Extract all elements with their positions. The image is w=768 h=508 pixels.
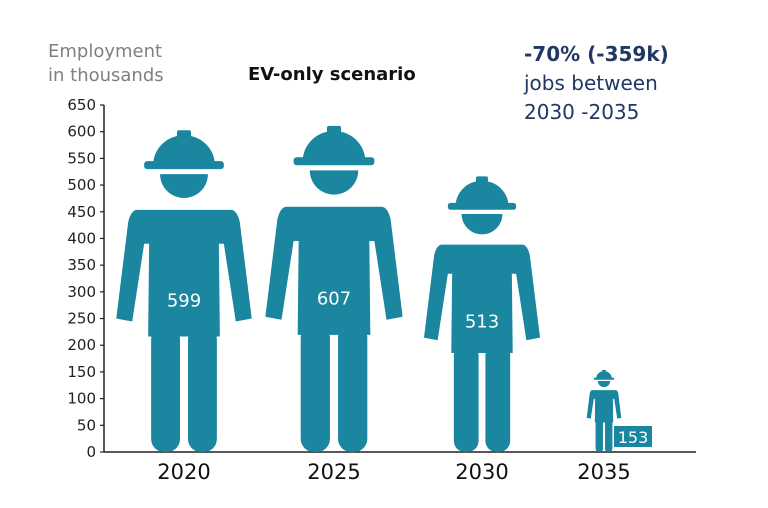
data-label-box <box>614 426 652 447</box>
y-axis-label: Employment in thousands <box>48 40 178 88</box>
worker-with-hard-hat-icon <box>586 369 622 452</box>
change-annotation: -70% (-359k) jobs between 2030 -2035 <box>524 40 744 127</box>
data-label: 599 <box>167 291 201 312</box>
annotation-highlight: -70% (-359k) <box>524 42 669 66</box>
hard-hat-brim <box>447 202 517 210</box>
y-tick-label: 400 <box>67 229 96 247</box>
hard-hat <box>596 371 612 379</box>
y-tick-label: 250 <box>67 310 96 328</box>
worker-torso <box>265 206 403 335</box>
worker-face <box>309 170 359 195</box>
worker-right-leg <box>338 324 368 452</box>
worker-torso <box>116 209 252 337</box>
worker-with-hard-hat-icon <box>423 176 541 452</box>
hard-hat-brim <box>293 157 375 166</box>
x-tick-label: 2030 <box>455 460 508 484</box>
y-tick-label: 350 <box>67 256 96 274</box>
chart-title: EV-only scenario <box>248 64 416 85</box>
y-tick-label: 650 <box>67 96 96 114</box>
hard-hat-button <box>326 125 342 141</box>
hard-hat-button <box>602 369 606 374</box>
worker-with-hard-hat-icon <box>116 130 252 452</box>
worker-face <box>597 381 611 388</box>
y-tick-label: 550 <box>67 149 96 167</box>
data-label: 513 <box>465 311 499 332</box>
hard-hat-brim <box>593 377 615 380</box>
worker-torso <box>423 244 541 354</box>
hard-hat-button <box>177 130 191 145</box>
worker-right-leg <box>605 419 613 452</box>
y-tick-label: 600 <box>67 123 96 141</box>
y-tick-label: 100 <box>67 390 96 408</box>
x-tick-label: 2035 <box>577 460 630 484</box>
y-axis-label-line1: Employment <box>48 41 163 62</box>
hard-hat <box>153 135 215 166</box>
y-tick-label: 450 <box>67 203 96 221</box>
worker-torso <box>586 390 622 423</box>
y-tick-label: 300 <box>67 283 96 301</box>
worker-left-leg <box>453 344 479 452</box>
hard-hat <box>302 130 366 162</box>
worker-left-leg <box>300 324 330 452</box>
data-label: 153 <box>618 428 649 447</box>
y-axis-label-line2: in thousands <box>48 65 164 86</box>
hard-hat <box>455 180 509 207</box>
worker-right-leg <box>187 326 217 452</box>
x-tick-label: 2025 <box>307 460 360 484</box>
y-tick-label: 150 <box>67 363 96 381</box>
annotation-line3: 2030 -2035 <box>524 100 640 124</box>
worker-right-leg <box>485 344 511 452</box>
worker-left-leg <box>151 326 181 452</box>
worker-with-hard-hat-icon <box>265 125 403 452</box>
y-tick-label: 0 <box>86 443 96 461</box>
y-tick-label: 50 <box>77 416 96 434</box>
y-tick-label: 200 <box>67 336 96 354</box>
x-tick-label: 2020 <box>157 460 210 484</box>
y-tick-label: 500 <box>67 176 96 194</box>
data-label: 607 <box>317 289 351 310</box>
hard-hat-brim <box>144 161 224 170</box>
worker-left-leg <box>595 419 603 452</box>
worker-face <box>461 213 503 235</box>
annotation-line2: jobs between <box>524 71 658 95</box>
worker-face <box>160 174 208 198</box>
hard-hat-button <box>476 176 488 189</box>
